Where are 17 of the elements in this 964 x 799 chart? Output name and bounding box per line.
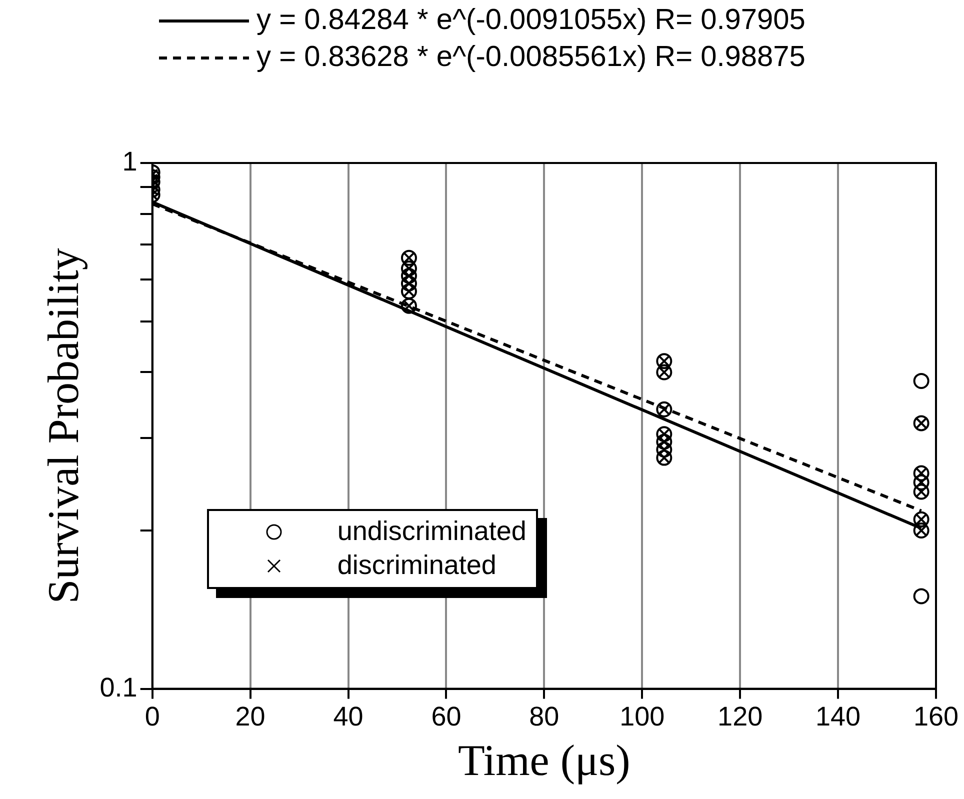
legend-label: y = 0.84284 * e^(-0.0091055x) R= 0.97905 bbox=[256, 4, 806, 37]
legend-label: discriminated bbox=[337, 550, 496, 582]
x-tick-label: 0 bbox=[144, 701, 160, 732]
x-tick-label: 60 bbox=[431, 701, 462, 732]
y-tick-label: 0.1 bbox=[100, 672, 138, 702]
x-tick-label: 140 bbox=[816, 701, 861, 732]
x-tick-label: 100 bbox=[620, 701, 665, 732]
y-tick-label: 1 bbox=[122, 146, 138, 176]
legend-label: y = 0.83628 * e^(-0.0085561x) R= 0.98875 bbox=[256, 41, 806, 74]
x-tick-label: 80 bbox=[529, 701, 560, 732]
x-tick-label: 20 bbox=[235, 701, 266, 732]
legend-label: undiscriminated bbox=[337, 516, 526, 548]
x-tick-label: 120 bbox=[718, 701, 763, 732]
x-axis-title: Time (μs) bbox=[458, 736, 630, 786]
y-axis-title: Survival Probability bbox=[38, 248, 88, 604]
x-tick-label: 160 bbox=[913, 701, 959, 732]
x-tick-label: 40 bbox=[333, 701, 364, 732]
